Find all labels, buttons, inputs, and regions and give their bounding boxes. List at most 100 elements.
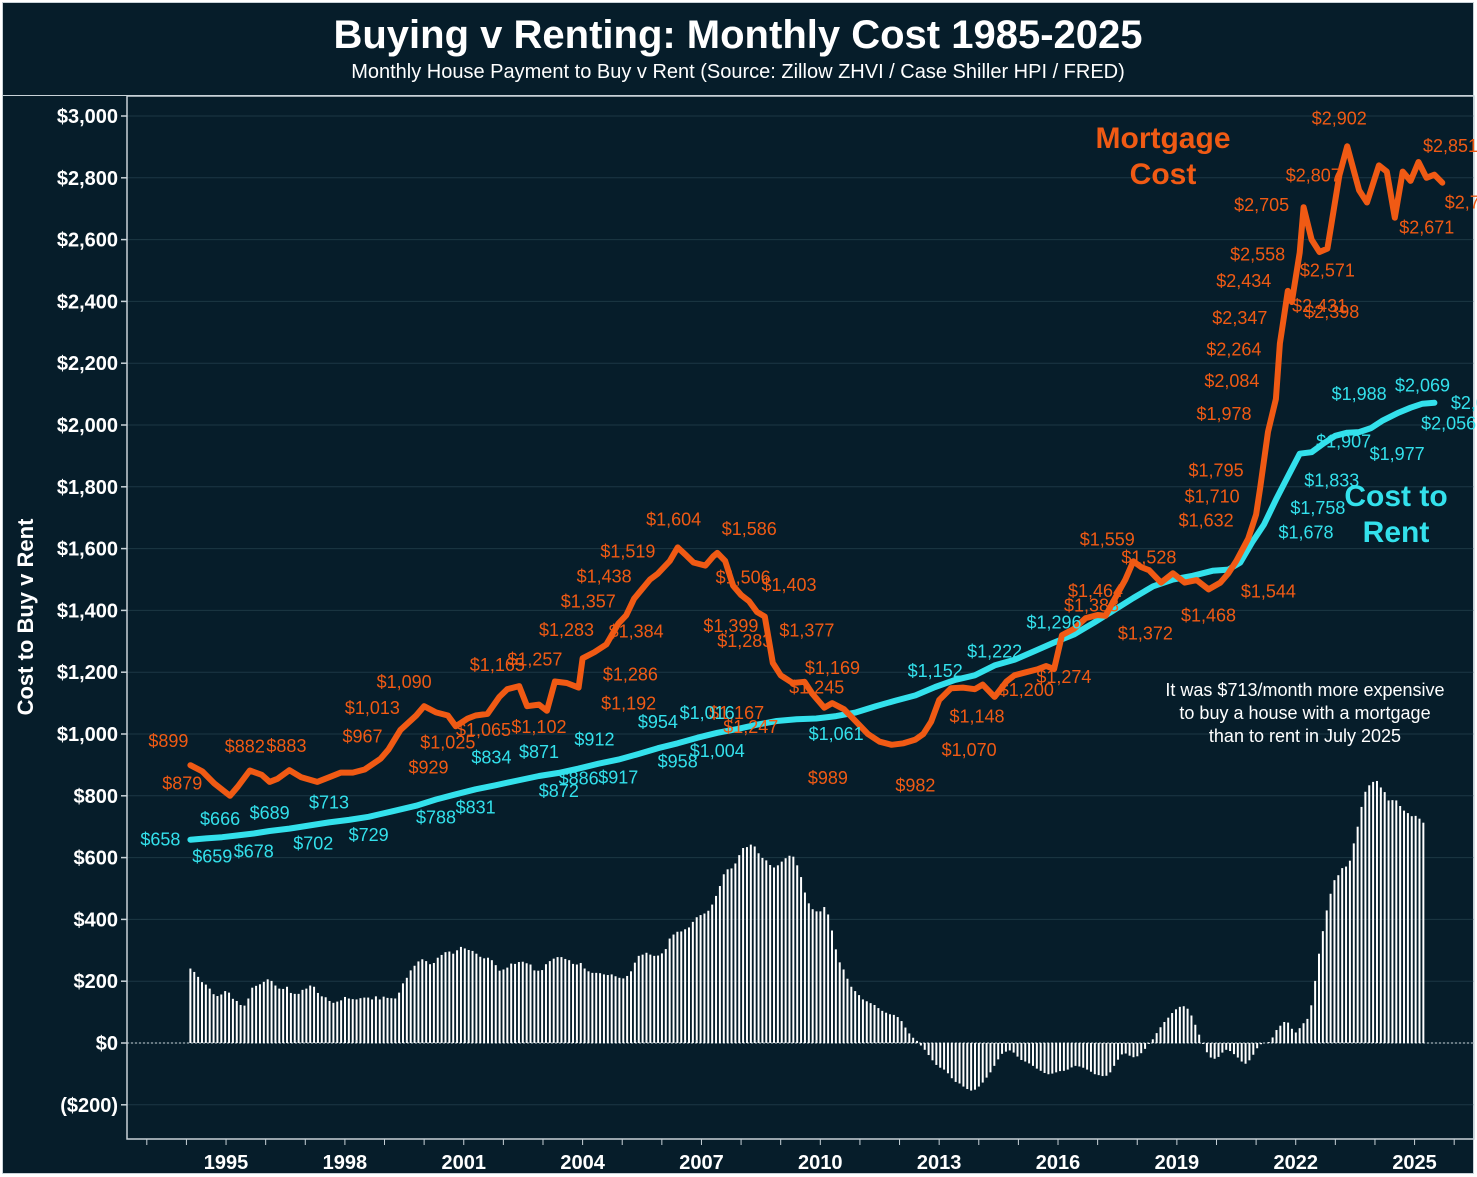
difference-bar bbox=[630, 971, 633, 1043]
mortgage-series-label: Mortgage bbox=[1096, 122, 1231, 155]
difference-bar bbox=[997, 1043, 1000, 1060]
difference-bar bbox=[429, 964, 432, 1043]
difference-bar bbox=[1333, 880, 1336, 1043]
difference-bar bbox=[796, 865, 799, 1043]
difference-bar bbox=[633, 962, 636, 1043]
mortgage-data-label: $1,274 bbox=[1036, 667, 1091, 687]
difference-bar bbox=[401, 983, 404, 1043]
rent-data-label: $834 bbox=[471, 747, 511, 767]
difference-bar bbox=[197, 976, 200, 1043]
difference-bar bbox=[885, 1012, 888, 1043]
y-tick-label: $1,400 bbox=[57, 600, 118, 622]
rent-data-label: $831 bbox=[456, 797, 496, 817]
difference-bar bbox=[622, 978, 625, 1043]
difference-bar bbox=[514, 963, 517, 1043]
mortgage-data-label: $1,978 bbox=[1196, 404, 1251, 424]
difference-bar bbox=[255, 985, 258, 1043]
difference-bar bbox=[1004, 1043, 1007, 1052]
difference-bar bbox=[757, 853, 760, 1043]
difference-bar bbox=[672, 934, 675, 1043]
y-tick-label: $2,600 bbox=[57, 230, 118, 252]
mortgage-data-label: $2,807 bbox=[1286, 166, 1341, 186]
rent-data-label: $1,907 bbox=[1316, 432, 1371, 452]
difference-bar bbox=[904, 1027, 907, 1043]
difference-bar bbox=[1275, 1030, 1278, 1043]
rent-data-label: $713 bbox=[309, 792, 349, 812]
difference-bar bbox=[560, 957, 563, 1043]
mortgage-line bbox=[187, 143, 1446, 799]
mortgage-data-label: $1,245 bbox=[789, 677, 844, 697]
x-tick-label: 2019 bbox=[1155, 1152, 1200, 1174]
difference-bar bbox=[989, 1043, 992, 1073]
difference-bar bbox=[1202, 1043, 1205, 1044]
difference-bar bbox=[881, 1010, 884, 1043]
difference-bar bbox=[676, 931, 679, 1043]
difference-bar bbox=[626, 975, 629, 1043]
difference-bar bbox=[1109, 1043, 1112, 1073]
mortgage-data-label: $2,571 bbox=[1300, 261, 1355, 281]
mortgage-data-label: $1,169 bbox=[805, 658, 860, 678]
mortgage-data-label: $1,247 bbox=[723, 717, 778, 737]
difference-bar bbox=[301, 989, 304, 1043]
rent-data-label: $678 bbox=[234, 841, 274, 861]
difference-bar bbox=[421, 959, 424, 1043]
difference-bar bbox=[981, 1043, 984, 1083]
difference-bar bbox=[208, 988, 211, 1043]
difference-bar bbox=[1325, 910, 1328, 1043]
y-tick-label: $400 bbox=[74, 909, 119, 931]
difference-bar bbox=[1375, 780, 1378, 1043]
difference-bars bbox=[189, 780, 1425, 1091]
difference-bar bbox=[869, 1003, 872, 1043]
difference-bar bbox=[1082, 1043, 1085, 1068]
difference-bar bbox=[1209, 1043, 1212, 1058]
difference-bar bbox=[962, 1043, 965, 1087]
mortgage-data-label: $1,165 bbox=[470, 655, 525, 675]
difference-bar bbox=[610, 974, 613, 1043]
difference-bar bbox=[270, 980, 273, 1043]
difference-bar bbox=[228, 992, 231, 1043]
difference-bar bbox=[1252, 1043, 1255, 1055]
difference-bar bbox=[1008, 1043, 1011, 1051]
difference-bar bbox=[425, 961, 428, 1043]
difference-bar bbox=[340, 1000, 343, 1043]
difference-bar bbox=[865, 1001, 868, 1043]
difference-bar bbox=[765, 860, 768, 1043]
difference-bar bbox=[297, 993, 300, 1043]
difference-bar bbox=[1051, 1043, 1054, 1074]
difference-bar bbox=[1418, 818, 1421, 1043]
difference-bar bbox=[487, 957, 490, 1043]
difference-bar bbox=[888, 1014, 891, 1043]
rent-data-label: $1,061 bbox=[809, 724, 864, 744]
difference-bar bbox=[371, 999, 374, 1043]
rent-data-label: $886 bbox=[559, 769, 599, 789]
difference-bar bbox=[1132, 1043, 1135, 1058]
rent-data-label: $1,004 bbox=[690, 741, 745, 761]
mortgage-data-label: $899 bbox=[148, 731, 188, 751]
difference-bar bbox=[235, 1000, 238, 1043]
difference-bar bbox=[896, 1017, 899, 1043]
difference-bar bbox=[382, 996, 385, 1043]
plot-border bbox=[126, 95, 1475, 1140]
difference-bar bbox=[224, 991, 227, 1043]
difference-bar bbox=[1074, 1043, 1077, 1066]
x-tick-label: 2025 bbox=[1392, 1152, 1437, 1174]
difference-bar bbox=[1348, 860, 1351, 1043]
x-tick-label: 2013 bbox=[917, 1152, 962, 1174]
rent-data-label: $689 bbox=[250, 803, 290, 823]
difference-bar bbox=[1097, 1043, 1100, 1076]
difference-bar bbox=[409, 970, 412, 1043]
difference-bar bbox=[1294, 1032, 1297, 1043]
difference-bar bbox=[568, 960, 571, 1043]
difference-bar bbox=[927, 1043, 930, 1056]
mortgage-data-label: $879 bbox=[162, 773, 202, 793]
difference-bar bbox=[1271, 1037, 1274, 1043]
x-tick-label: 2022 bbox=[1273, 1152, 1318, 1174]
difference-bar bbox=[664, 949, 667, 1043]
rent-data-label: $871 bbox=[519, 742, 559, 762]
difference-bar bbox=[618, 977, 621, 1043]
y-tick-label: $0 bbox=[96, 1033, 118, 1055]
difference-bar bbox=[1124, 1043, 1127, 1054]
difference-bar bbox=[854, 991, 857, 1043]
difference-bar bbox=[745, 847, 748, 1043]
